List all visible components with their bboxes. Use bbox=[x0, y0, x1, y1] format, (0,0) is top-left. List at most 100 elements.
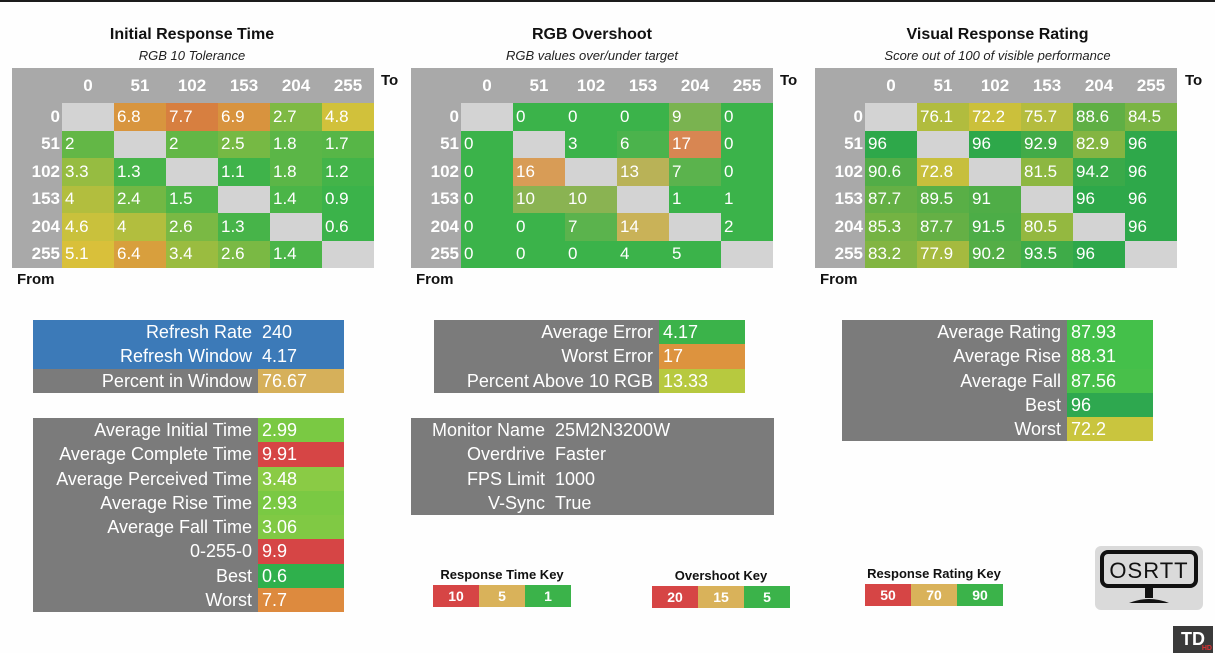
key-swatch: 1 bbox=[525, 585, 571, 607]
heatmap-cell: 94.2 bbox=[1073, 158, 1125, 186]
heatmap-row: 51 0 3 6 17 0 bbox=[411, 130, 773, 158]
row-header: 102 bbox=[430, 161, 459, 181]
heatmap-cell: 1.4 bbox=[270, 185, 322, 213]
heatmap-row: 153 87.7 89.5 91 96 96 bbox=[815, 185, 1177, 213]
stat-label: Worst Error bbox=[561, 346, 653, 367]
stat-row: Average Rise Time 2.93 bbox=[33, 490, 344, 516]
heatmap-cell: 90.2 bbox=[969, 240, 1021, 268]
monitor-icon: OSRTT bbox=[1100, 550, 1198, 603]
overshoot-subtitle: RGB values over/under target bbox=[506, 48, 678, 63]
heatmap-row: 255 0 0 0 4 5 bbox=[411, 240, 773, 268]
heatmap-cell: 1.8 bbox=[270, 130, 322, 158]
key-title: Response Time Key bbox=[440, 567, 564, 582]
heatmap-cell: 0 bbox=[617, 103, 669, 131]
heatmap-cell: 0 bbox=[461, 213, 513, 241]
heatmap-cell: 2.6 bbox=[166, 213, 218, 241]
row-header: 255 bbox=[31, 244, 60, 264]
heatmap-cell: 0 bbox=[513, 240, 565, 268]
heatmap-cell: 96 bbox=[1125, 185, 1177, 213]
heatmap-cell bbox=[865, 103, 917, 131]
heatmap-cell: 75.7 bbox=[1021, 103, 1073, 131]
key-title: Overshoot Key bbox=[674, 568, 768, 583]
heatmap-row: 153 0 10 10 1 1 bbox=[411, 185, 773, 213]
key-swatch: 50 bbox=[865, 584, 911, 606]
heatmap-cell: 84.5 bbox=[1125, 103, 1177, 131]
heatmap-cell: 80.5 bbox=[1021, 213, 1073, 241]
rating-subtitle: Score out of 100 of visible performance bbox=[884, 48, 1111, 63]
col-header: 51 bbox=[529, 75, 549, 95]
heatmap-cell: 4.6 bbox=[62, 213, 114, 241]
stat-label: Average Initial Time bbox=[94, 420, 252, 440]
col-header: 0 bbox=[83, 75, 93, 95]
heatmap-cell: 0 bbox=[461, 240, 513, 268]
heatmap-cell: 96 bbox=[865, 130, 917, 158]
heatmap-cell: 10 bbox=[513, 185, 565, 213]
stat-row: Worst 72.2 bbox=[842, 417, 1153, 442]
response-from-label: From bbox=[17, 271, 55, 288]
row-header: 255 bbox=[430, 244, 459, 264]
stat-label: Percent in Window bbox=[101, 370, 252, 391]
heatmap-cell: 1.3 bbox=[114, 158, 166, 186]
osrtt-logo-text: OSRTT bbox=[1109, 558, 1188, 583]
row-header: 0 bbox=[50, 106, 60, 126]
stat-label: Average Fall Time bbox=[107, 517, 252, 538]
stat-row: Percent Above 10 RGB 13.33 bbox=[434, 368, 745, 393]
stat-value: 4.17 bbox=[659, 320, 745, 345]
heatmap-cell: 96 bbox=[1125, 130, 1177, 158]
stat-row: Average Fall 87.56 bbox=[842, 368, 1153, 393]
row-header: 204 bbox=[31, 216, 60, 236]
stat-label: Best bbox=[1024, 394, 1061, 415]
td-logo: TD HD bbox=[1173, 626, 1213, 653]
heatmap-cell: 85.3 bbox=[865, 213, 917, 241]
col-header: 153 bbox=[229, 75, 259, 95]
heatmap-cell: 0.9 bbox=[322, 185, 374, 213]
stat-label: Average Rating bbox=[937, 322, 1061, 342]
stat-value: 87.93 bbox=[1067, 320, 1153, 345]
rating-from-label: From bbox=[820, 271, 858, 288]
heatmap-cell bbox=[322, 240, 374, 268]
row-header: 51 bbox=[440, 134, 459, 154]
heatmap-cell: 81.5 bbox=[1021, 158, 1073, 186]
row-header: 204 bbox=[834, 216, 863, 236]
stat-row: Monitor Name 25M2N3200W bbox=[411, 418, 774, 442]
heatmap-cell: 0 bbox=[461, 130, 513, 158]
heatmap-cell bbox=[969, 158, 1021, 186]
heatmap-cell: 2.5 bbox=[218, 130, 270, 158]
rating-heatmap: 0 51 102 153 204 255 0 76.1 72.2 75.7 88.6 84.5 51 96… bbox=[815, 68, 1177, 268]
stat-row: Average Rating 87.93 bbox=[842, 320, 1153, 345]
heatmap-cell: 88.6 bbox=[1073, 103, 1125, 131]
heatmap-row: 204 0 0 7 14 2 bbox=[411, 213, 773, 241]
heatmap-cell bbox=[270, 213, 322, 241]
overshoot-title: RGB Overshoot bbox=[531, 26, 652, 43]
stat-value: True bbox=[555, 492, 592, 513]
heatmap-cell: 0 bbox=[565, 103, 617, 131]
heatmap-cell: 1.7 bbox=[322, 130, 374, 158]
stat-value: 17 bbox=[659, 344, 745, 369]
heatmap-cell: 96 bbox=[1125, 158, 1177, 186]
stat-row: Average Complete Time 9.91 bbox=[33, 442, 344, 467]
heatmap-cell: 1.2 bbox=[322, 158, 374, 186]
heatmap-cell bbox=[114, 130, 166, 158]
heatmap-cell: 3.4 bbox=[166, 240, 218, 268]
rating-to-label: To bbox=[1185, 72, 1203, 89]
response-title: Initial Response Time bbox=[109, 26, 275, 43]
stat-row: Average Initial Time 2.99 bbox=[33, 418, 344, 443]
stat-value: 87.56 bbox=[1067, 368, 1153, 393]
heatmap-cell: 93.5 bbox=[1021, 240, 1073, 268]
heatmap-cell: 96 bbox=[969, 130, 1021, 158]
stat-label: V-Sync bbox=[487, 492, 545, 513]
heatmap-cell: 96 bbox=[1073, 240, 1125, 268]
td-logo-text: TD bbox=[1181, 629, 1205, 649]
stat-value: 25M2N3200W bbox=[555, 420, 671, 440]
row-header: 204 bbox=[430, 216, 459, 236]
stat-row: 0-255-0 9.9 bbox=[33, 539, 344, 564]
heatmap-cell: 1 bbox=[721, 185, 773, 213]
heatmap-cell: 5 bbox=[669, 240, 721, 268]
heatmap-cell: 77.9 bbox=[917, 240, 969, 268]
heatmap-cell: 3.3 bbox=[62, 158, 114, 186]
stat-label: Worst bbox=[1014, 419, 1061, 440]
stat-row: Percent in Window 76.67 bbox=[33, 368, 344, 393]
stat-row: Refresh Window 4.17 bbox=[33, 344, 344, 369]
stat-value: Faster bbox=[555, 444, 607, 465]
